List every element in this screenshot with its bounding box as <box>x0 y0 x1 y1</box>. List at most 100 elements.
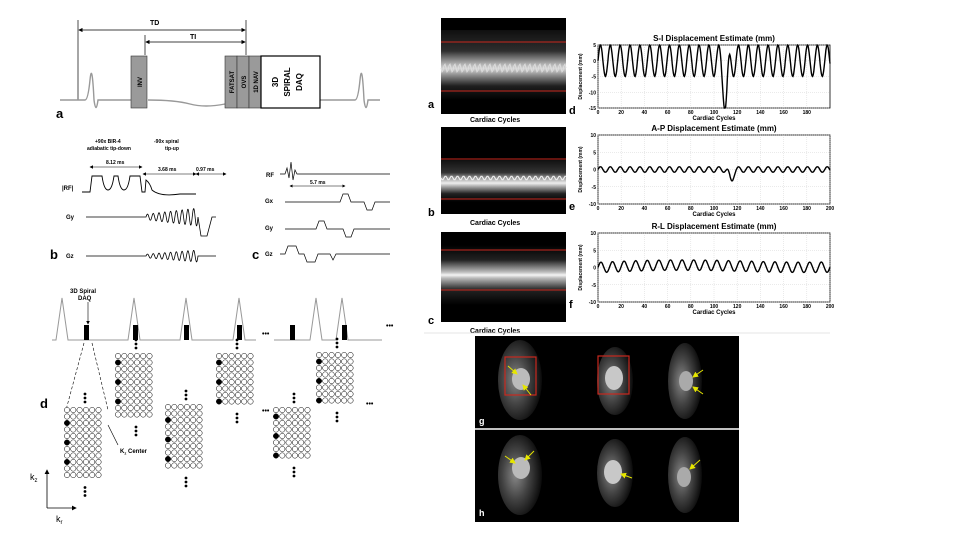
kspace-sample <box>228 372 235 379</box>
kspace-sample <box>190 423 197 430</box>
kspace-sample <box>95 465 102 472</box>
kspace-sample <box>304 452 311 459</box>
kspace-sample <box>146 392 153 398</box>
kspace-sample <box>222 398 229 405</box>
kspace-sample <box>89 472 96 478</box>
kspace-sample <box>234 379 241 385</box>
kspace-sample <box>341 397 348 404</box>
kspace-sample <box>190 462 197 469</box>
y-tick-label: -10 <box>589 90 596 96</box>
kspace-grid <box>115 338 153 437</box>
kspace-sample <box>222 385 229 392</box>
x-tick-label: 120 <box>733 206 742 212</box>
strip-b-letter: b <box>428 207 435 219</box>
kspace-sample <box>273 413 279 420</box>
mri-panels: g h <box>475 336 739 522</box>
kspace-sample <box>285 420 292 426</box>
mri-g3-heart <box>679 371 693 391</box>
x-tick-label: 80 <box>688 304 694 310</box>
ellipsis-dot <box>235 342 239 346</box>
gy-label-b: Gy <box>66 215 75 221</box>
x-tick-label: 40 <box>642 304 648 310</box>
x-tick-label: 200 <box>826 206 835 212</box>
kspace-sample <box>76 472 83 478</box>
kspace-sample <box>279 420 286 426</box>
ellipsis-dot <box>335 419 339 423</box>
kspace-sample <box>140 392 147 398</box>
kspace-sample <box>341 371 348 378</box>
kspace-sample <box>216 366 222 372</box>
kspace-sample <box>241 379 248 385</box>
ellipsis-4: ••• <box>366 401 374 408</box>
kspace-sample <box>115 392 121 398</box>
kspace-sample <box>347 371 354 378</box>
kspace-sample <box>190 410 197 417</box>
ellipsis-dot <box>83 400 87 404</box>
kspace-sample <box>183 404 190 410</box>
kspace-sample <box>222 353 229 359</box>
kspace-sample <box>279 426 286 433</box>
kspace-sample <box>241 385 248 392</box>
kspace-sample <box>304 433 311 439</box>
ellipsis-dot <box>134 346 138 350</box>
kspace-sample <box>165 423 171 430</box>
chart-f: 0 20 40 60 80 100 120 140 160 180 200 10 5 0 -5 -10 R-L … <box>569 222 834 316</box>
x-tick-label: 140 <box>756 304 765 310</box>
ellipsis-dot <box>134 338 138 342</box>
kspace-sample <box>196 423 203 430</box>
kspace-sample <box>334 384 341 391</box>
kspace-sample <box>171 404 178 410</box>
rf-label-b: |RF| <box>62 186 74 192</box>
y-tick-label: 10 <box>590 231 596 237</box>
kspace-sample <box>183 443 190 449</box>
x-tick-label: 120 <box>733 110 742 116</box>
ovs-label: OVS <box>242 76 248 89</box>
kspace-sample <box>121 392 128 398</box>
kspace-sample <box>121 405 128 411</box>
mri-g1-arrow-1 <box>507 365 518 375</box>
kspace-sample <box>228 366 235 372</box>
kspace-sample <box>322 384 329 391</box>
kspace-sample <box>177 462 184 469</box>
rf-waveform-c <box>280 161 390 181</box>
x-tick-label: 0 <box>597 206 600 212</box>
kspace-sample <box>285 452 292 459</box>
kspace-sample <box>228 379 235 385</box>
kspace-sample <box>127 379 134 385</box>
kspace-sample <box>316 391 322 397</box>
strip-c-caption: Cardiac Cycles <box>470 328 520 335</box>
kspace-sample <box>322 371 329 378</box>
kspace-sample <box>216 392 222 398</box>
kspace-sample <box>64 426 70 433</box>
kspace-sample <box>115 372 121 379</box>
t1-label: 8.12 ms <box>106 160 125 166</box>
kspace-sample <box>228 392 235 398</box>
series-line <box>597 259 831 274</box>
kspace-sample <box>322 365 329 371</box>
kspace-sample <box>146 385 153 392</box>
kspace-sample <box>82 439 89 446</box>
ellipsis-dot <box>83 392 87 396</box>
mri-row-g: g <box>479 340 704 426</box>
strip-b-motion <box>440 175 566 181</box>
ellipsis-dot <box>335 341 339 345</box>
x-tick-label: 120 <box>733 304 742 310</box>
kspace-sample <box>76 420 83 426</box>
kspace-sample <box>140 366 147 372</box>
kspace-sample <box>171 423 178 430</box>
kspace-grid <box>316 337 354 423</box>
x-axis-label: Cardiac Cycles <box>692 310 736 316</box>
kspace-sample <box>247 379 254 385</box>
ellipsis-1: ••• <box>262 331 270 338</box>
x-tick-label: 140 <box>756 206 765 212</box>
cardiac-strip-c: Cardiac Cycles c <box>428 232 566 335</box>
kspace-sample <box>196 404 203 410</box>
kspace-sample <box>328 384 335 391</box>
kspace-sample <box>82 459 89 465</box>
kspace-sample <box>190 430 197 436</box>
kspace-sample <box>95 433 102 439</box>
kspace-grid <box>165 389 203 488</box>
kspace-sample <box>89 459 96 465</box>
ecg-trace-right <box>320 72 380 109</box>
